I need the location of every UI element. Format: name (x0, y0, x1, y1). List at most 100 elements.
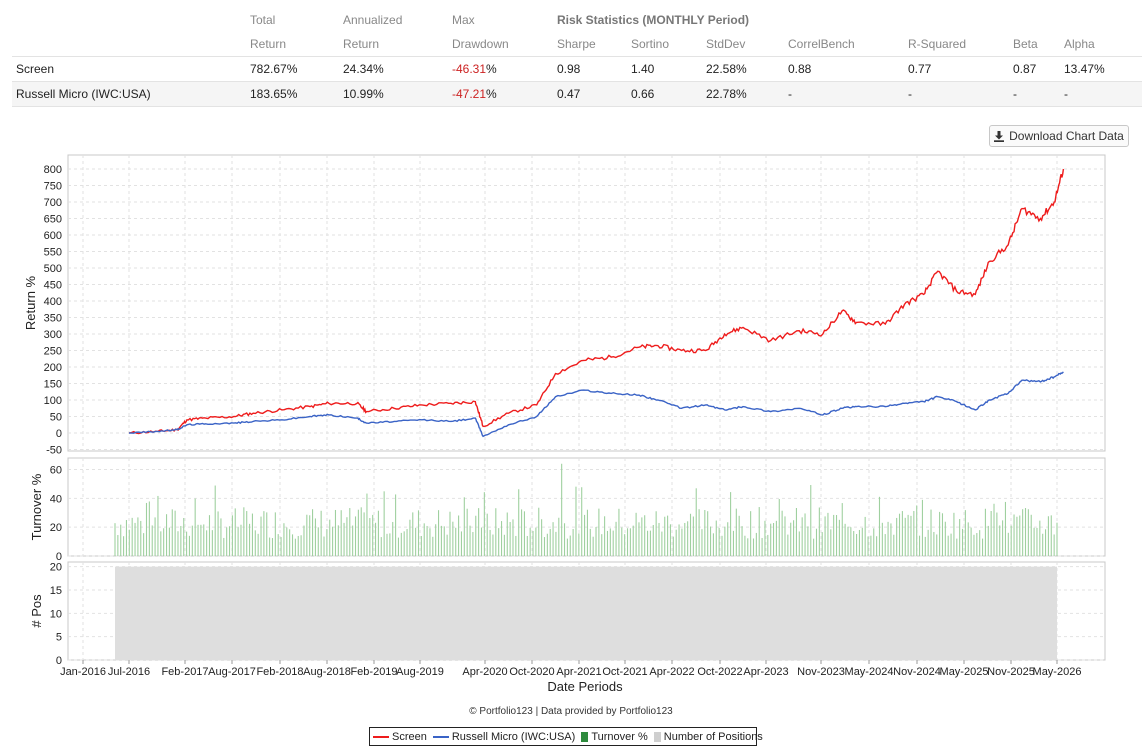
y-tick-label: 150 (44, 379, 62, 391)
legend-label-positions: Number of Positions (663, 730, 763, 743)
header-row-top: Total Annualized Max Risk Statistics (MO… (12, 8, 1142, 32)
x-tick-label: Apr-2022 (649, 666, 694, 678)
x-tick-label: Aug-2018 (303, 666, 351, 678)
legend-swatch-russell (432, 735, 449, 738)
footer-credit: © Portfolio123 | Data provided by Portfo… (469, 706, 673, 717)
x-tick-label: Feb-2018 (256, 666, 303, 678)
legend-label-screen: Screen (392, 730, 427, 743)
legend-item-turnover[interactable]: Turnover % (581, 730, 648, 743)
cell-sharpe: 0.98 (557, 62, 581, 76)
cell-correlbench: 0.88 (788, 62, 812, 76)
cell-rsquared: - (908, 87, 912, 101)
legend-item-screen[interactable]: Screen (373, 731, 427, 743)
row-name: Screen (16, 62, 55, 76)
y-tick-label: 100 (44, 395, 62, 407)
y-tick-label: 750 (44, 181, 62, 193)
header-annualized-return: Return (343, 37, 380, 51)
legend-swatch-turnover (581, 731, 589, 742)
cell-max-drawdown: -46.31% (452, 62, 497, 76)
turnover-tick-label: 60 (50, 465, 62, 477)
positions-tick-label: 5 (56, 632, 62, 644)
x-tick-label: Apr-2021 (556, 666, 601, 678)
y-tick-label: 650 (44, 214, 62, 226)
cell-sortino: 0.66 (631, 87, 655, 101)
turnover-tick-label: 20 (50, 522, 62, 534)
legend-swatch-screen (373, 735, 389, 738)
chart-panel-1 (67, 154, 1106, 452)
x-tick-label: Aug-2019 (396, 666, 444, 678)
legend-label-russell: Russell Micro (IWC:USA) (451, 730, 576, 743)
y-tick-label: 600 (44, 230, 62, 242)
x-tick-label: Aug-2017 (208, 666, 256, 678)
x-tick-label: Apr-2023 (743, 666, 788, 678)
download-button-label: Download Chart Data (1009, 129, 1124, 143)
x-tick-label: May-2026 (1033, 666, 1082, 678)
table-row: Screen 782.67% 24.34% -46.31% 0.98 1.40 … (12, 56, 1142, 81)
download-chart-data-button[interactable]: Download Chart Data (989, 125, 1129, 147)
cell-correlbench: - (788, 87, 792, 101)
cell-total-return: 782.67% (250, 62, 298, 76)
y-tick-label: 450 (44, 280, 62, 292)
header-alpha: Alpha (1064, 37, 1095, 51)
cell-alpha: - (1064, 87, 1068, 101)
x-tick-label: Feb-2019 (350, 666, 397, 678)
y-tick-label: 350 (44, 313, 62, 325)
cell-rsquared: 0.77 (908, 62, 932, 76)
y-tick-label: 200 (44, 362, 62, 374)
positions-area (115, 566, 1057, 660)
y-tick-label: -50 (46, 445, 62, 457)
row-name: Russell Micro (IWC:USA) (16, 87, 151, 101)
header-beta: Beta (1013, 37, 1038, 51)
cell-beta: - (1013, 87, 1017, 101)
x-tick-label: May-2025 (940, 666, 989, 678)
chart-legend: Screen Russell Micro (IWC:USA) Turnover … (369, 727, 763, 746)
header-correlbench: CorrelBench (788, 37, 855, 51)
y-tick-label: 250 (44, 346, 62, 358)
x-tick-label: Nov-2023 (797, 666, 845, 678)
risk-stats-table: Total Annualized Max Risk Statistics (MO… (12, 8, 1142, 107)
legend-item-russell[interactable]: Russell Micro (IWC:USA) (432, 730, 576, 743)
x-tick-label: May-2024 (845, 666, 894, 678)
header-sortino: Sortino (631, 37, 670, 51)
x-tick-label: Jul-2016 (108, 666, 150, 678)
legend-label-turnover: Turnover % (591, 730, 648, 743)
header-max: Max (452, 13, 475, 27)
cell-annualized-return: 10.99% (343, 87, 384, 101)
header-rsquared: R-Squared (908, 37, 967, 51)
cell-sortino: 1.40 (631, 62, 655, 76)
cell-sharpe: 0.47 (557, 87, 581, 101)
legend-swatch-positions (653, 731, 661, 742)
y-tick-label: 550 (44, 247, 62, 259)
download-icon (994, 130, 1005, 142)
header-annualized: Annualized (343, 13, 403, 27)
x-tick-label: Nov-2024 (893, 666, 941, 678)
table-row: Russell Micro (IWC:USA) 183.65% 10.99% -… (12, 81, 1142, 107)
y-tick-label: 0 (56, 428, 62, 440)
cell-alpha: 13.47% (1064, 62, 1105, 76)
header-drawdown: Drawdown (452, 37, 509, 51)
cell-stddev: 22.58% (706, 62, 747, 76)
positions-tick-label: 20 (50, 562, 62, 574)
cell-total-return: 183.65% (250, 87, 298, 101)
y-tick-label: 500 (44, 263, 62, 275)
series-line-russell (128, 371, 1064, 438)
y-axis-title: Return % (23, 275, 38, 330)
x-tick-label: Nov-2025 (987, 666, 1035, 678)
positions-tick-label: 10 (50, 608, 62, 620)
x-tick-label: Apr-2020 (462, 666, 507, 678)
legend-item-positions[interactable]: Number of Positions (653, 730, 763, 743)
header-row-bottom: Return Return Drawdown Sharpe Sortino St… (12, 32, 1142, 56)
x-tick-label: Feb-2017 (161, 666, 208, 678)
y-tick-label: 400 (44, 296, 62, 308)
positions-axis-title: # Pos (29, 594, 44, 628)
y-tick-label: 700 (44, 197, 62, 209)
y-tick-label: 800 (44, 164, 62, 176)
cell-stddev: 22.78% (706, 87, 747, 101)
turnover-tick-label: 0 (56, 551, 62, 563)
x-axis-title: Date Periods (547, 679, 623, 694)
x-tick-label: Oct-2021 (602, 666, 647, 678)
positions-tick-label: 0 (56, 655, 62, 667)
header-sharpe: Sharpe (557, 37, 596, 51)
x-tick-label: Oct-2022 (697, 666, 742, 678)
cell-max-drawdown: -47.21% (452, 87, 497, 101)
